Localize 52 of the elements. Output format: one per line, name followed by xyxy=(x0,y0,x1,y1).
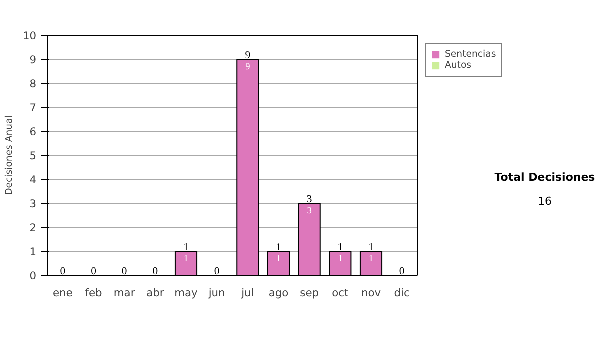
text: Total Decisiones xyxy=(494,170,596,186)
data-label: 1 xyxy=(368,254,374,264)
y-tick-label: 0 xyxy=(30,270,37,282)
bar xyxy=(298,203,321,276)
y-tick-label: 6 xyxy=(30,126,37,138)
total-label: 0 xyxy=(399,266,405,278)
total-label: 1 xyxy=(276,242,282,254)
data-label: 1 xyxy=(184,254,189,264)
y-tick-label: 5 xyxy=(30,150,36,162)
total-label: 3 xyxy=(306,194,312,206)
x-tick-label: feb xyxy=(85,286,103,300)
x-tick-label: mar xyxy=(114,286,136,300)
total-label: 0 xyxy=(214,266,220,278)
total-label: 9 xyxy=(245,50,251,62)
x-tick-label: abr xyxy=(146,286,165,300)
y-axis-title: Decisiones Anual xyxy=(4,116,15,196)
y-tick-label: 10 xyxy=(22,30,37,42)
x-tick-label: ene xyxy=(52,286,73,300)
total-label: 0 xyxy=(91,266,96,278)
total-label: 0 xyxy=(122,266,128,278)
bar xyxy=(174,251,198,276)
data-label: 1 xyxy=(338,254,344,264)
total-label: 1 xyxy=(368,242,374,254)
x-tick-label: jun xyxy=(208,286,226,300)
y-tick-label: 4 xyxy=(30,174,37,186)
data-label: 1 xyxy=(276,254,282,264)
total-label: 1 xyxy=(338,242,344,254)
data-label: 9 xyxy=(246,62,251,72)
bar xyxy=(329,251,352,276)
y-tick-label: 3 xyxy=(30,198,36,210)
x-tick-label: jul xyxy=(240,286,254,300)
x-tick-label: ago xyxy=(268,286,289,300)
bar xyxy=(360,251,383,276)
total-label: 1 xyxy=(184,242,189,254)
legend-label: Sentencias xyxy=(445,49,496,60)
bar xyxy=(267,251,290,276)
x-tick-label: dic xyxy=(394,286,410,300)
legend-label: Autos xyxy=(445,60,472,71)
text: 16 xyxy=(538,194,552,210)
x-tick-label: may xyxy=(174,286,198,300)
y-tick-label: 1 xyxy=(30,246,36,258)
y-tick-label: 7 xyxy=(30,102,36,114)
data-label: 3 xyxy=(307,206,312,216)
y-tick-label: 8 xyxy=(30,78,37,90)
bar xyxy=(236,59,260,276)
total-label: 0 xyxy=(152,266,158,278)
x-tick-label: sep xyxy=(300,286,320,300)
total-label: 0 xyxy=(60,266,66,278)
y-tick-label: 9 xyxy=(30,54,37,66)
y-tick-label: 2 xyxy=(30,222,36,234)
x-tick-label: nov xyxy=(361,286,382,300)
x-tick-label: oct xyxy=(332,286,349,300)
